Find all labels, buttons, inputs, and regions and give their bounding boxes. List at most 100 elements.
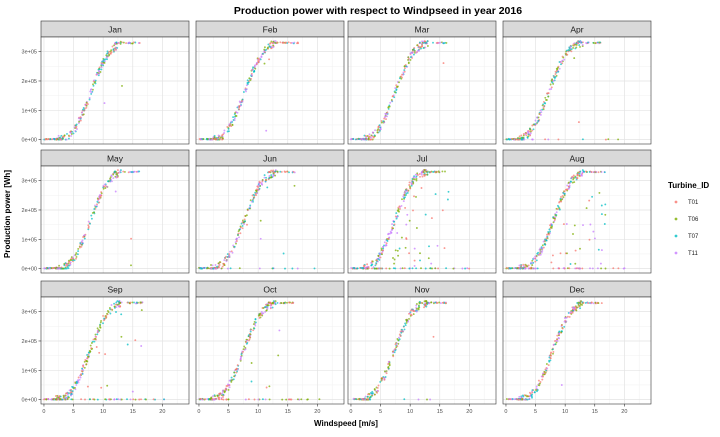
data-point xyxy=(77,117,80,120)
data-point xyxy=(273,171,276,174)
data-point xyxy=(214,397,217,400)
data-point xyxy=(272,46,275,49)
data-point xyxy=(132,41,135,44)
outlier-point xyxy=(597,248,600,251)
zero-power-point xyxy=(218,398,221,401)
panel-border xyxy=(502,36,652,145)
outlier-point xyxy=(585,207,588,210)
data-point xyxy=(541,108,544,111)
zero-power-point xyxy=(596,267,599,270)
data-point xyxy=(116,169,119,172)
panel-background xyxy=(196,297,344,404)
data-point xyxy=(545,363,548,365)
data-point xyxy=(580,300,582,303)
zero-power-point xyxy=(533,267,536,270)
data-point xyxy=(57,134,60,137)
data-point xyxy=(522,134,525,137)
data-point xyxy=(99,321,102,324)
data-point xyxy=(384,112,387,115)
data-point xyxy=(119,301,122,304)
facet-strip-label: Dec xyxy=(569,285,585,295)
zero-power-point xyxy=(424,267,427,270)
data-point xyxy=(575,42,578,45)
data-point xyxy=(292,302,295,304)
zero-power-point xyxy=(353,267,356,270)
data-point xyxy=(269,302,272,304)
data-point xyxy=(404,190,407,192)
data-point xyxy=(67,392,70,395)
data-point xyxy=(51,138,54,141)
data-point xyxy=(96,203,98,206)
data-point xyxy=(400,331,403,334)
data-point xyxy=(579,307,582,310)
data-point xyxy=(595,170,598,173)
data-point xyxy=(246,208,249,211)
data-point xyxy=(542,240,545,243)
data-point xyxy=(98,329,101,332)
data-point xyxy=(105,316,108,319)
data-point xyxy=(99,194,102,196)
outlier-point xyxy=(398,247,401,250)
zero-power-point xyxy=(445,267,448,270)
data-point xyxy=(261,312,264,315)
data-point xyxy=(558,67,561,70)
data-point xyxy=(541,244,544,247)
data-point xyxy=(263,176,266,179)
data-point xyxy=(114,43,117,46)
data-point xyxy=(75,383,78,386)
data-point xyxy=(532,128,535,131)
outlier-point xyxy=(413,259,416,262)
data-point xyxy=(114,46,117,49)
data-point xyxy=(406,320,409,323)
data-point xyxy=(385,242,388,245)
data-point xyxy=(249,328,252,331)
data-point xyxy=(584,301,587,304)
data-point xyxy=(265,176,268,179)
panel-border xyxy=(195,36,345,145)
data-point xyxy=(419,175,421,178)
y-tick-label: 2e+05 xyxy=(22,339,37,345)
outlier-point xyxy=(592,230,595,233)
zero-power-point xyxy=(431,267,433,270)
data-point xyxy=(544,372,547,375)
data-points xyxy=(505,169,626,270)
data-point xyxy=(265,178,267,181)
data-point xyxy=(579,301,582,304)
data-point xyxy=(409,185,411,188)
outlier-point xyxy=(598,191,601,194)
data-point xyxy=(396,345,399,348)
zero-power-point xyxy=(385,267,388,270)
data-point xyxy=(401,328,403,331)
data-point xyxy=(527,395,529,398)
data-point xyxy=(85,360,88,363)
data-point xyxy=(108,50,111,53)
data-point xyxy=(418,302,421,305)
zero-power-point xyxy=(581,138,584,141)
outlier-point xyxy=(436,244,439,247)
data-point xyxy=(217,266,220,269)
data-point xyxy=(266,306,269,309)
outlier-point xyxy=(120,313,123,316)
facet-panel: Nov 0 5 10 15 20 xyxy=(347,280,497,415)
data-point xyxy=(216,137,219,140)
data-point xyxy=(518,395,521,398)
data-point xyxy=(376,391,379,394)
data-point xyxy=(276,301,279,304)
data-point xyxy=(209,397,211,400)
zero-power-point xyxy=(579,267,581,270)
panel-border xyxy=(195,296,345,405)
data-point xyxy=(413,310,416,313)
data-point xyxy=(48,267,51,270)
data-point xyxy=(250,74,253,77)
zero-power-point xyxy=(581,267,584,270)
data-point xyxy=(543,370,546,373)
zero-power-point xyxy=(468,267,471,270)
data-point xyxy=(221,134,224,137)
outlier-point xyxy=(100,386,103,389)
outlier-point xyxy=(130,237,133,240)
data-point xyxy=(543,102,546,104)
data-point xyxy=(103,61,106,64)
data-points xyxy=(350,40,448,141)
data-point xyxy=(383,117,386,120)
data-point xyxy=(410,183,413,185)
